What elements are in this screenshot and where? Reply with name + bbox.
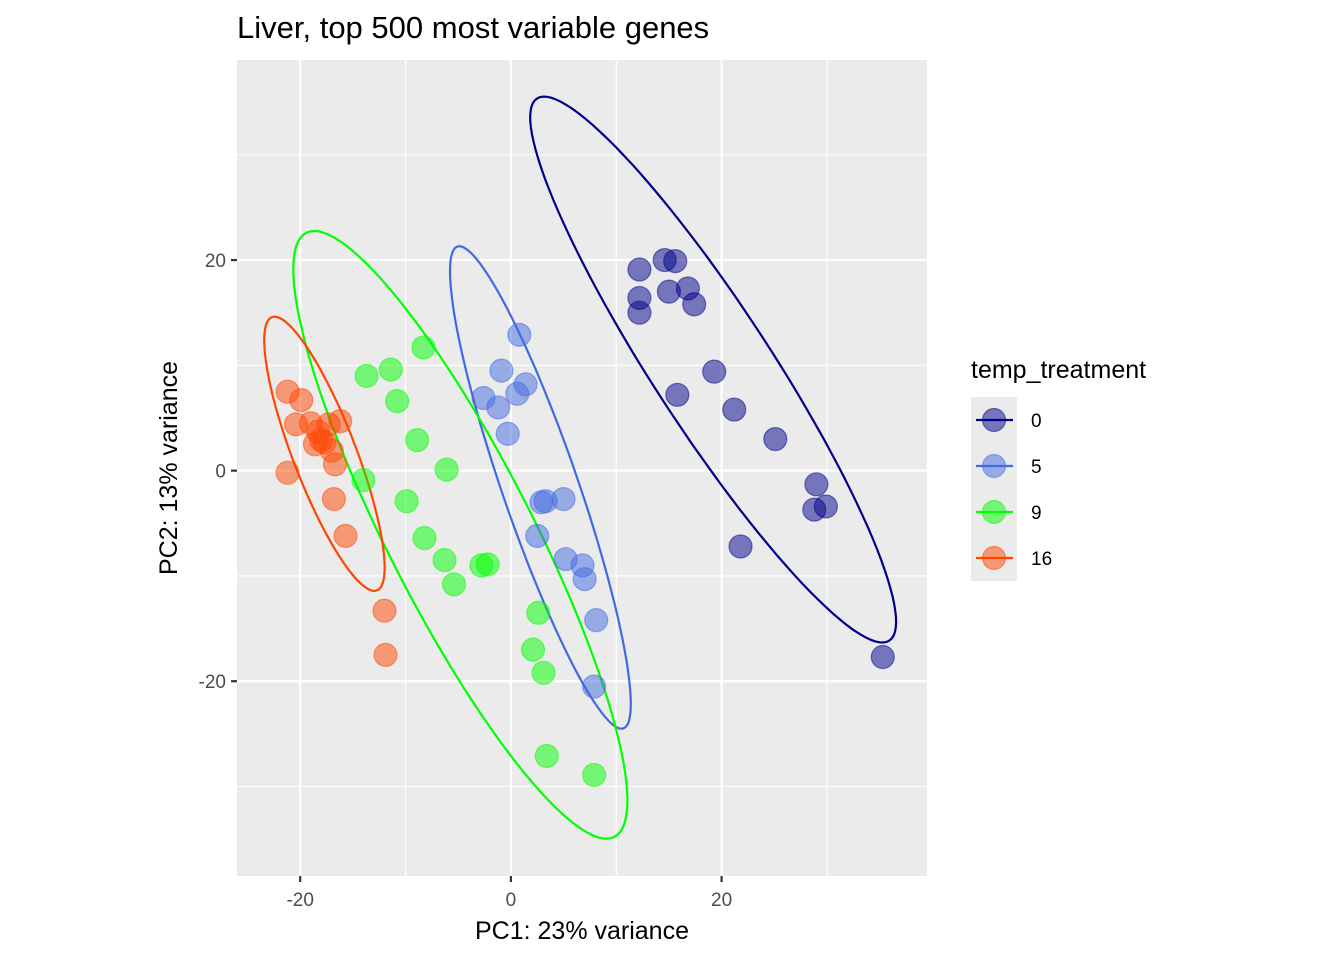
legend-label: 0 — [1031, 411, 1042, 432]
point-group-5 — [489, 358, 514, 383]
grid-minor — [237, 60, 927, 876]
point-group-9 — [534, 743, 559, 769]
point-group-9 — [405, 427, 430, 453]
ellipse-9 — [292, 229, 629, 840]
y-axis: -20 0 20 — [199, 251, 237, 693]
point-group-5 — [513, 372, 538, 397]
point-group-9 — [531, 660, 556, 685]
ellipse-5 — [448, 245, 632, 730]
point-group-0 — [813, 494, 838, 519]
legend-item-5: 5 — [976, 453, 1042, 479]
point-group-16 — [372, 598, 397, 623]
point-group-9 — [582, 762, 607, 788]
point-group-9 — [411, 335, 436, 360]
data-points — [275, 247, 895, 788]
x-tick-label: 20 — [711, 890, 732, 911]
legend-label: 9 — [1031, 503, 1042, 524]
point-group-0 — [728, 534, 753, 559]
point-group-5 — [507, 322, 532, 347]
point-group-0 — [763, 426, 788, 452]
point-group-5 — [572, 566, 597, 592]
point-group-16 — [333, 523, 358, 549]
legend-label: 16 — [1031, 549, 1052, 570]
point-group-9 — [394, 489, 419, 514]
x-axis: -20 0 20 — [286, 876, 732, 911]
point-group-0 — [627, 300, 652, 325]
point-group-16 — [373, 642, 398, 667]
point-group-0 — [663, 249, 688, 274]
point-group-0 — [702, 359, 727, 384]
y-tick-label: -20 — [199, 672, 226, 693]
point-group-9 — [385, 389, 410, 414]
point-group-16 — [321, 486, 347, 512]
point-group-0 — [804, 472, 829, 497]
x-tick-label: 0 — [506, 890, 517, 911]
point-group-16 — [322, 452, 348, 477]
plot-panel — [237, 60, 927, 876]
point-group-0 — [870, 644, 895, 670]
y-tick-label: 20 — [205, 251, 226, 272]
legend-item-9: 9 — [976, 499, 1042, 525]
point-group-0 — [627, 257, 652, 282]
chart-title: Liver, top 500 most variable genes — [237, 10, 709, 45]
legend-item-16: 16 — [976, 545, 1052, 571]
y-tick-label: 0 — [215, 462, 226, 483]
point-group-5 — [486, 395, 511, 420]
point-group-9 — [412, 525, 437, 551]
point-group-9 — [434, 457, 459, 482]
point-group-16 — [275, 460, 300, 485]
point-group-9 — [351, 468, 376, 493]
point-group-0 — [722, 397, 747, 422]
point-group-5 — [584, 608, 609, 633]
point-group-0 — [682, 292, 707, 317]
legend-item-0: 0 — [976, 407, 1042, 433]
point-group-5 — [551, 486, 576, 512]
y-axis-title: PC2: 13% variance — [155, 361, 183, 575]
point-group-0 — [665, 382, 690, 407]
ellipse-16 — [263, 315, 386, 593]
point-group-5 — [582, 674, 607, 699]
point-group-9 — [475, 552, 500, 577]
point-group-5 — [525, 523, 550, 549]
confidence-ellipses — [263, 95, 898, 840]
legend-label: 5 — [1031, 457, 1042, 478]
point-group-9 — [354, 363, 379, 388]
point-group-9 — [520, 637, 546, 662]
ellipse-0 — [529, 95, 898, 644]
legend: temp_treatment 0 5 9 16 — [971, 356, 1146, 581]
point-group-9 — [526, 600, 551, 625]
x-tick-label: -20 — [286, 890, 313, 911]
point-group-9 — [441, 572, 467, 597]
point-group-5 — [495, 421, 520, 446]
legend-title: temp_treatment — [971, 356, 1146, 384]
point-group-9 — [432, 548, 457, 573]
point-group-16 — [289, 387, 314, 413]
x-axis-title: PC1: 23% variance — [475, 917, 689, 945]
point-group-9 — [378, 357, 403, 382]
